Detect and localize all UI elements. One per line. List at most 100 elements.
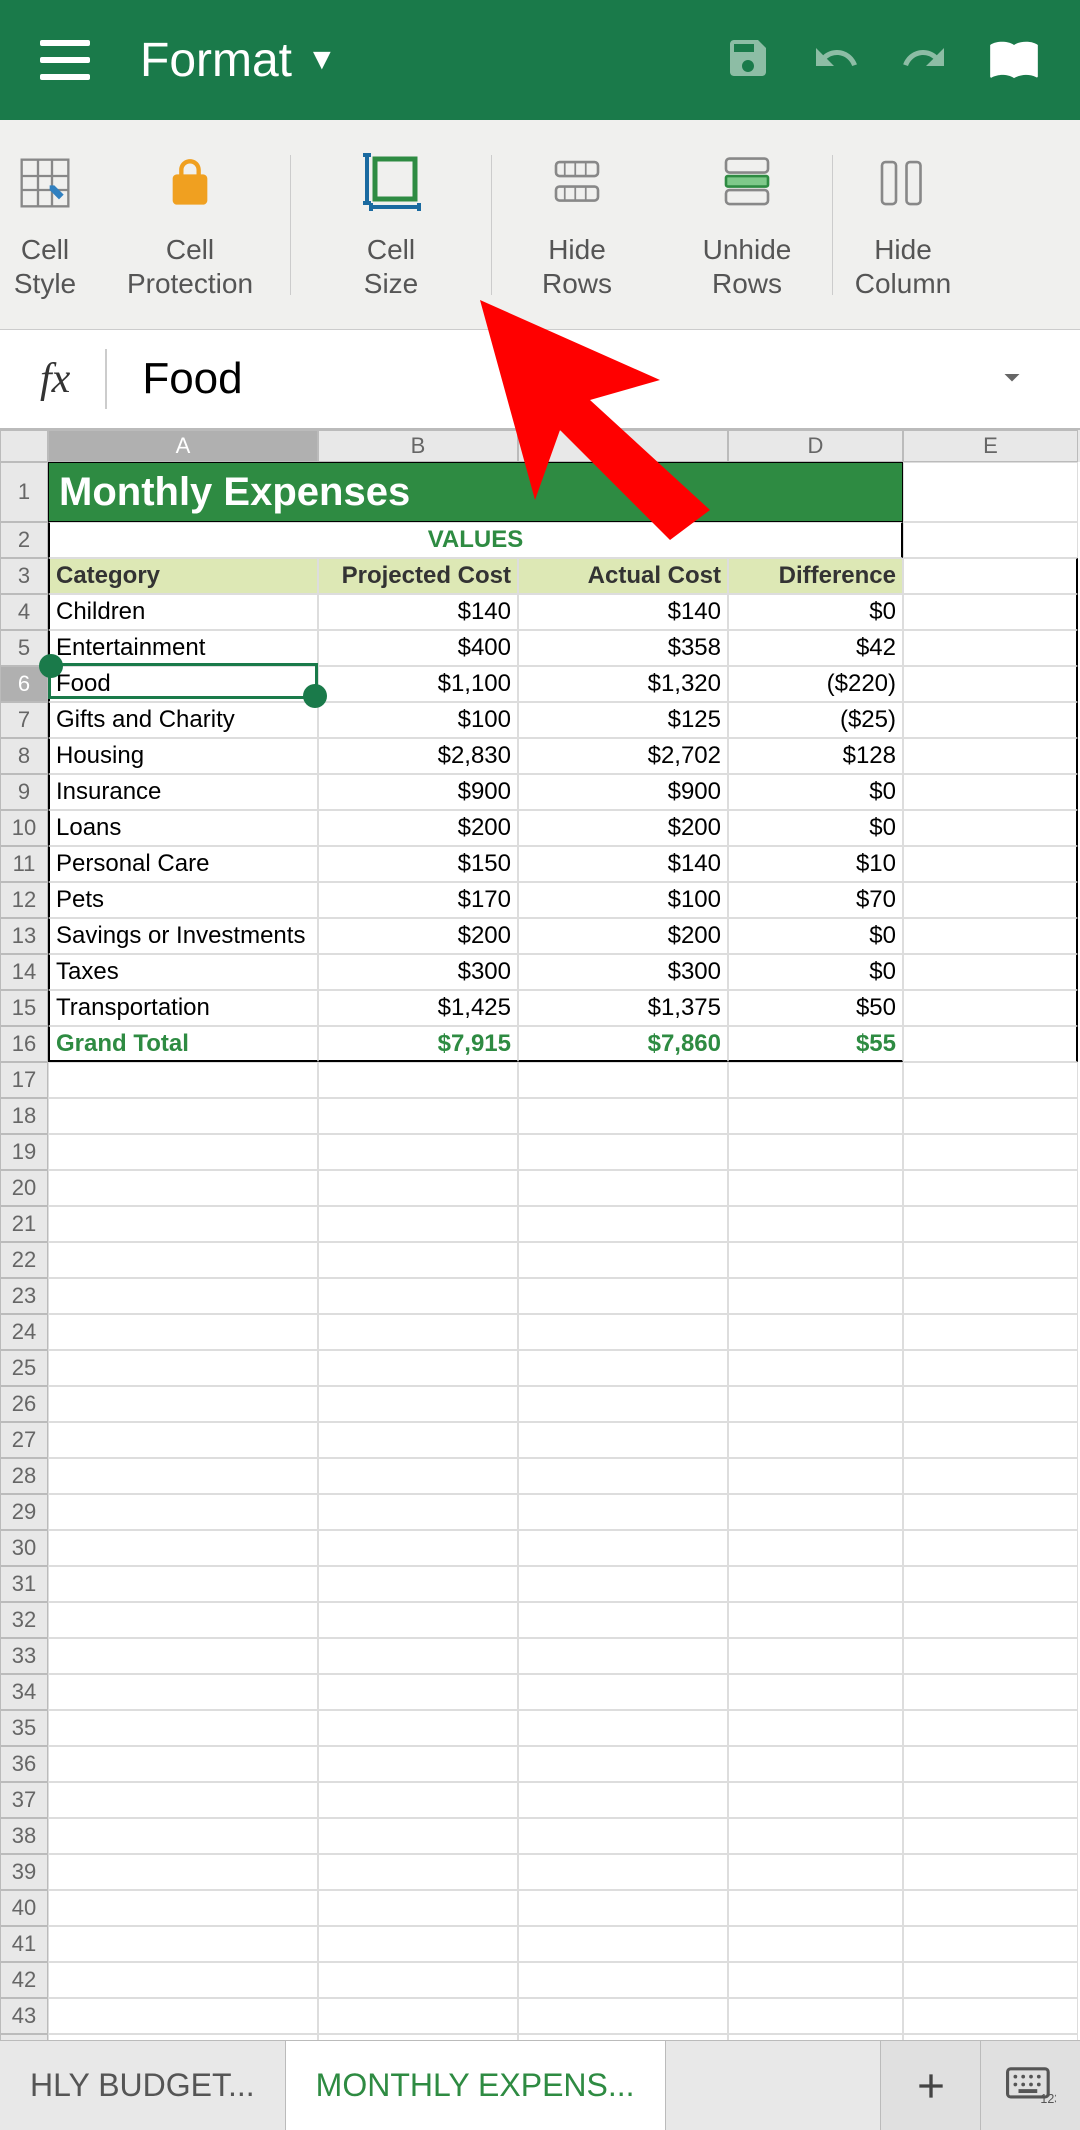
cell[interactable] [903, 1998, 1078, 2034]
cell-protection-button[interactable]: CellProtection [90, 120, 290, 329]
cell-category[interactable]: Loans [48, 810, 318, 846]
row-header[interactable]: 10 [0, 810, 48, 846]
cell[interactable] [318, 1062, 518, 1098]
cell[interactable] [903, 1602, 1078, 1638]
total-diff[interactable]: $55 [728, 1026, 903, 1062]
cell[interactable] [518, 1926, 728, 1962]
cell[interactable] [903, 1206, 1078, 1242]
cell[interactable] [518, 1062, 728, 1098]
col-header-D[interactable]: D [728, 430, 903, 462]
col-header-E[interactable]: E [903, 430, 1078, 462]
cell-category[interactable]: Pets [48, 882, 318, 918]
row-header[interactable]: 2 [0, 522, 48, 558]
cell-projected[interactable]: $900 [318, 774, 518, 810]
cell[interactable] [318, 1314, 518, 1350]
row-header[interactable]: 26 [0, 1386, 48, 1422]
cell[interactable] [48, 1530, 318, 1566]
cell[interactable] [903, 1782, 1078, 1818]
cell[interactable] [318, 1170, 518, 1206]
cell[interactable] [318, 1458, 518, 1494]
cell-actual[interactable]: $300 [518, 954, 728, 990]
total-projected[interactable]: $7,915 [318, 1026, 518, 1062]
row-header[interactable]: 31 [0, 1566, 48, 1602]
cell[interactable] [728, 1710, 903, 1746]
unhide-rows-button[interactable]: UnhideRows [662, 120, 832, 329]
row-header[interactable]: 4 [0, 594, 48, 630]
cell-actual[interactable]: $140 [518, 594, 728, 630]
cell-projected[interactable]: $100 [318, 702, 518, 738]
cell[interactable] [903, 462, 1078, 522]
formula-input[interactable]: Food [122, 354, 994, 404]
sheet-tab-1[interactable]: HLY BUDGET... [0, 2041, 286, 2130]
cell[interactable] [518, 1458, 728, 1494]
cell-category[interactable]: Gifts and Charity [48, 702, 318, 738]
cell-category[interactable]: Savings or Investments [48, 918, 318, 954]
row-header[interactable]: 25 [0, 1350, 48, 1386]
cell[interactable] [728, 1278, 903, 1314]
cell[interactable] [728, 1206, 903, 1242]
cell[interactable] [518, 1962, 728, 1998]
cell[interactable] [903, 1242, 1078, 1278]
cell[interactable] [903, 1062, 1078, 1098]
cell-category[interactable]: Housing [48, 738, 318, 774]
cell-diff[interactable]: ($25) [728, 702, 903, 738]
cell[interactable] [318, 1134, 518, 1170]
cell[interactable] [728, 1782, 903, 1818]
cell[interactable] [518, 1314, 728, 1350]
cell[interactable] [903, 1926, 1078, 1962]
total-actual[interactable]: $7,860 [518, 1026, 728, 1062]
cell-actual[interactable]: $140 [518, 846, 728, 882]
cell[interactable] [48, 1674, 318, 1710]
cell[interactable] [318, 1566, 518, 1602]
row-header[interactable]: 41 [0, 1926, 48, 1962]
cell[interactable] [48, 1242, 318, 1278]
header-projected[interactable]: Projected Cost [318, 558, 518, 594]
cell[interactable] [518, 1242, 728, 1278]
row-header[interactable]: 6 [0, 666, 48, 702]
cell[interactable] [728, 1530, 903, 1566]
cell[interactable] [48, 1422, 318, 1458]
cell[interactable] [903, 1962, 1078, 1998]
cell[interactable] [318, 1854, 518, 1890]
cell[interactable] [728, 1458, 903, 1494]
cell[interactable] [518, 1602, 728, 1638]
cell[interactable] [728, 1134, 903, 1170]
cell[interactable] [48, 1818, 318, 1854]
cell[interactable] [48, 1494, 318, 1530]
cell-diff[interactable]: $0 [728, 774, 903, 810]
row-header[interactable]: 20 [0, 1170, 48, 1206]
cell[interactable] [903, 990, 1078, 1026]
cell[interactable] [318, 1098, 518, 1134]
cell[interactable] [318, 1710, 518, 1746]
cell-size-button[interactable]: CellSize [291, 120, 491, 329]
row-header[interactable]: 8 [0, 738, 48, 774]
cell-diff[interactable]: $0 [728, 954, 903, 990]
cell[interactable] [518, 1746, 728, 1782]
cell-actual[interactable]: $1,375 [518, 990, 728, 1026]
cell-projected[interactable]: $1,425 [318, 990, 518, 1026]
cell-projected[interactable]: $150 [318, 846, 518, 882]
row-header[interactable]: 13 [0, 918, 48, 954]
cell[interactable] [518, 1566, 728, 1602]
cell-actual[interactable]: $125 [518, 702, 728, 738]
cell[interactable] [48, 1458, 318, 1494]
cell[interactable] [318, 1818, 518, 1854]
row-header[interactable]: 43 [0, 1998, 48, 2034]
cell[interactable] [728, 1602, 903, 1638]
cell[interactable] [48, 1206, 318, 1242]
cell[interactable] [318, 1350, 518, 1386]
row-header[interactable]: 17 [0, 1062, 48, 1098]
row-header[interactable]: 16 [0, 1026, 48, 1062]
cell[interactable] [728, 1674, 903, 1710]
cell[interactable] [518, 1098, 728, 1134]
cell[interactable] [518, 1710, 728, 1746]
cell[interactable] [518, 1890, 728, 1926]
col-header-A[interactable]: A [48, 430, 318, 462]
cell-actual[interactable]: $358 [518, 630, 728, 666]
save-icon[interactable] [724, 34, 772, 87]
cell-diff[interactable]: $0 [728, 918, 903, 954]
cell[interactable] [318, 1206, 518, 1242]
cell[interactable] [903, 1422, 1078, 1458]
cell[interactable] [518, 1494, 728, 1530]
cell[interactable] [518, 1638, 728, 1674]
